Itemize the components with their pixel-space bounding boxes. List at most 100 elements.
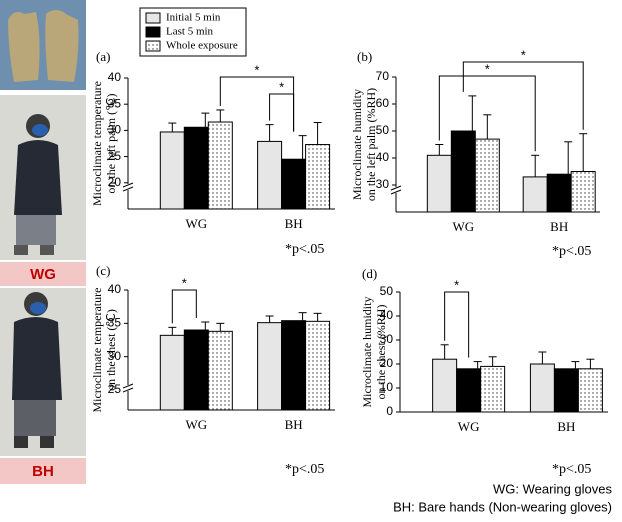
y-tick-label: 50 (380, 284, 394, 298)
y-tick-label: 25 (108, 149, 122, 163)
bar (207, 330, 233, 411)
significance-note: *p<.05 (552, 462, 591, 477)
axis-break (122, 383, 134, 389)
y-tick-label: 50 (376, 123, 390, 137)
bar (456, 368, 482, 413)
bh-label-box (0, 458, 86, 484)
significance-bracket (438, 75, 536, 152)
axis-break (123, 385, 133, 391)
bar (183, 126, 209, 210)
axis-break (122, 182, 134, 188)
y-axis-label: Microclimate humidity (350, 89, 364, 200)
significance-mark: * (521, 47, 526, 62)
significance-note: *p<.05 (285, 242, 324, 257)
bar (281, 320, 307, 411)
y-tick-label: 40 (380, 308, 394, 322)
legend-label: Whole exposure (166, 40, 238, 52)
axis-break (391, 187, 401, 193)
bar (522, 176, 548, 213)
y-tick-label: 35 (108, 316, 122, 330)
y-tick-label: 70 (376, 69, 390, 83)
x-tick-label: WG (185, 417, 207, 432)
bar (546, 173, 572, 213)
bar (159, 131, 185, 210)
bar (281, 158, 307, 210)
x-tick-label: BH (557, 419, 575, 434)
significance-mark: * (485, 61, 490, 76)
bar (474, 138, 500, 213)
y-axis-label: on the chest (℃) (104, 309, 118, 391)
y-tick-label: 40 (376, 150, 390, 164)
y-axis-label: Microclimate temperature (90, 81, 104, 206)
footnote: BH: Bare hands (Non-wearing gloves) (393, 499, 612, 514)
significance-mark: * (254, 62, 259, 77)
x-tick-label: WG (185, 216, 207, 231)
legend-swatch (145, 26, 161, 38)
significance-bracket (462, 61, 584, 130)
significance-bracket (444, 291, 470, 358)
y-tick-label: 30 (376, 177, 390, 191)
bar (426, 154, 452, 213)
legend-label: Last 5 min (166, 26, 214, 38)
y-tick-label: 35 (108, 96, 122, 110)
legend-swatch (145, 40, 161, 52)
panel-label: (d) (362, 266, 377, 281)
y-tick-label: 20 (108, 175, 122, 189)
x-tick-label: BH (285, 417, 303, 432)
bar (450, 130, 476, 213)
bar (570, 171, 596, 213)
bar (305, 144, 331, 210)
panel-label: (b) (357, 49, 372, 64)
bar (257, 140, 283, 210)
y-tick-label: 20 (380, 356, 394, 370)
wg-photo (0, 95, 86, 260)
y-axis-label: Microclimate temperature (90, 288, 104, 413)
significance-mark: * (279, 79, 284, 94)
legend-swatch (145, 12, 161, 24)
y-tick-label: 30 (380, 332, 394, 346)
axis-break (123, 184, 133, 190)
axis-break (122, 387, 134, 393)
bar (529, 363, 555, 413)
y-tick-label: 30 (108, 349, 122, 363)
bar (159, 334, 185, 411)
bar (432, 358, 458, 413)
y-axis-label: on the chest (%RH) (374, 305, 388, 400)
bar (207, 121, 233, 210)
axis-break (390, 185, 402, 191)
bar (480, 365, 506, 413)
legend-label: Initial 5 min (166, 12, 221, 24)
x-tick-label: WG (458, 419, 480, 434)
bar (183, 329, 209, 411)
gloves-photo (0, 0, 86, 90)
y-tick-label: 0 (386, 404, 393, 418)
y-tick-label: 60 (376, 96, 390, 110)
y-tick-label: 30 (108, 123, 122, 137)
axis-break (390, 189, 402, 195)
bar (257, 322, 283, 411)
photo-label: WG (30, 266, 56, 283)
photo-label: BH (32, 463, 54, 480)
x-tick-label: BH (550, 219, 568, 234)
significance-bracket (269, 93, 295, 132)
significance-note: *p<.05 (552, 244, 591, 259)
significance-note: *p<.05 (285, 462, 324, 477)
significance-mark: * (454, 277, 459, 292)
y-tick-label: 40 (108, 282, 122, 296)
y-axis-label: on the left palm (℃) (104, 93, 118, 193)
wg-label-box (0, 262, 86, 286)
axis-break (122, 186, 134, 192)
bar (305, 320, 331, 411)
panel-label: (a) (96, 49, 110, 64)
footnote: WG: Wearing gloves (493, 481, 612, 496)
y-tick-label: 25 (108, 382, 122, 396)
significance-mark: * (182, 275, 187, 290)
y-tick-label: 10 (380, 380, 394, 394)
x-tick-label: BH (285, 216, 303, 231)
x-tick-label: WG (452, 219, 474, 234)
bar (577, 368, 603, 413)
y-tick-label: 40 (108, 70, 122, 84)
significance-bracket (171, 289, 197, 324)
y-axis-label: on the left palm (%RH) (364, 88, 378, 201)
